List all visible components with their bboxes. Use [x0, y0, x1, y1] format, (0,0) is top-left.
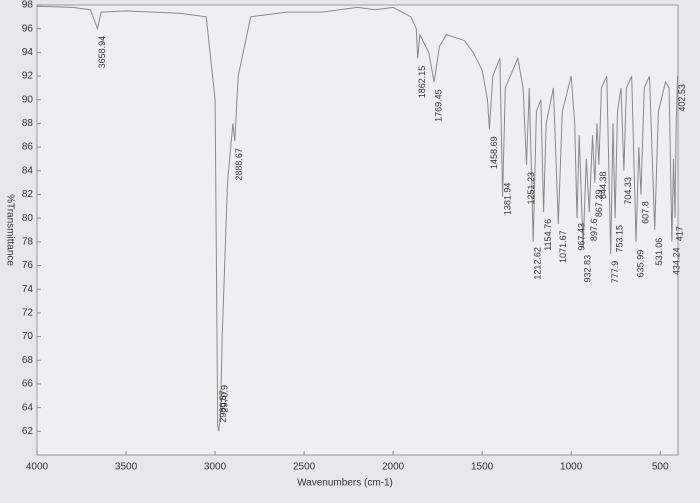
peak-label: 704.33 — [623, 177, 633, 205]
x-tick-label: 1000 — [560, 462, 583, 473]
y-tick-label: 68 — [22, 355, 34, 366]
x-tick-label: 500 — [652, 462, 669, 473]
peak-label: 967.43 — [576, 223, 586, 251]
y-tick-label: 76 — [22, 260, 34, 271]
y-tick-label: 78 — [22, 236, 34, 247]
peak-label: 753.15 — [614, 225, 624, 253]
y-tick-label: 62 — [22, 426, 34, 437]
x-axis-label: Wavenumbers (cm-1) — [297, 478, 393, 489]
peak-label: 607.8 — [640, 201, 650, 224]
x-tick-label: 3000 — [204, 462, 227, 473]
peak-label: 932.83 — [583, 255, 593, 283]
peak-label: 1862.15 — [417, 66, 427, 99]
y-tick-label: 72 — [22, 308, 34, 319]
peak-label: 402.53 — [677, 84, 687, 112]
y-tick-label: 74 — [22, 284, 34, 295]
x-tick-label: 3500 — [115, 462, 138, 473]
y-tick-label: 98 — [22, 0, 34, 11]
y-tick-label: 90 — [22, 94, 34, 105]
peak-label: 635.99 — [635, 250, 645, 278]
peak-label: 1212.62 — [533, 247, 543, 280]
peak-label: 2980.57 — [218, 390, 228, 423]
y-tick-label: 86 — [22, 142, 34, 153]
y-tick-label: 96 — [22, 23, 34, 34]
peak-label: 1071.67 — [558, 230, 568, 263]
x-tick-label: 2500 — [293, 462, 316, 473]
x-tick-label: 1500 — [471, 462, 494, 473]
peak-label: 897.6 — [589, 219, 599, 242]
peak-label: 434.24 — [671, 248, 681, 276]
peak-label: 531.06 — [654, 238, 664, 266]
y-tick-label: 88 — [22, 118, 34, 129]
y-tick-label: 64 — [22, 402, 34, 413]
peak-label: 2888.67 — [234, 148, 244, 181]
peak-label: 2970.9 — [220, 385, 230, 413]
peak-label: 1458.69 — [489, 136, 499, 169]
peak-label: 1769.45 — [434, 89, 444, 122]
y-tick-label: 84 — [22, 165, 34, 176]
y-axis-label: %Transmittance — [4, 194, 15, 266]
spectrum-line — [36, 5, 678, 432]
peak-label: 1251.23 — [526, 172, 536, 205]
y-tick-label: 82 — [22, 189, 34, 200]
y-tick-label: 92 — [22, 71, 34, 82]
x-tick-label: 2000 — [382, 462, 405, 473]
peak-label: 1154.76 — [543, 219, 553, 251]
y-tick-label: 66 — [22, 379, 34, 390]
y-tick-label: 70 — [22, 331, 34, 342]
y-tick-label: 80 — [22, 213, 34, 224]
peak-label: 417 — [674, 226, 684, 241]
peak-label: 1381.94 — [503, 183, 513, 216]
peak-label: 867.29 — [594, 190, 604, 218]
peak-label: 844.38 — [598, 171, 608, 199]
peak-label: 3658.94 — [97, 36, 107, 69]
x-tick-label: 4000 — [26, 462, 49, 473]
y-tick-label: 94 — [22, 47, 34, 58]
peak-label: 777.9 — [610, 261, 620, 284]
